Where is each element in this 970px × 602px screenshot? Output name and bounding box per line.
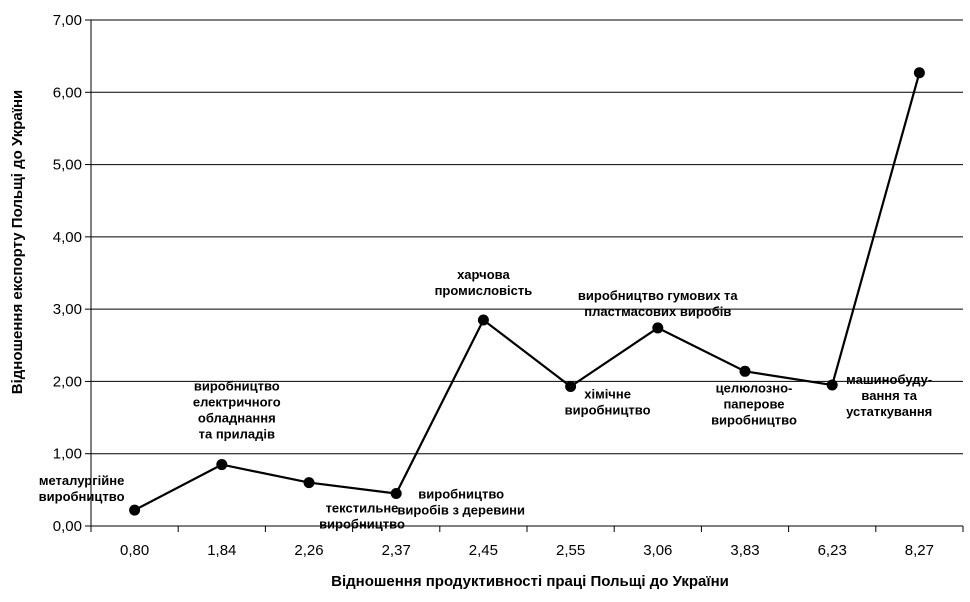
y-tick-label: 2,00: [53, 373, 82, 390]
series-line: [134, 72, 921, 512]
point-label: виробництво електричного обладнання та прил…: [193, 379, 281, 442]
point-label: виробництво виробів з деревини: [397, 486, 525, 517]
x-tick-label: 2,45: [469, 542, 498, 559]
x-tick-label: 6,23: [818, 542, 847, 559]
data-point: [739, 365, 751, 377]
data-point: [477, 314, 489, 326]
point-annotations: металургійне виробництво виробництво електр…: [39, 267, 933, 532]
y-tick-label: 6,00: [53, 84, 82, 101]
series-polyline: [134, 72, 921, 512]
y-tick-labels: 0,00 1,00 2,00 3,00 4,00 5,00 6,00 7,00: [53, 12, 82, 535]
data-point: [913, 67, 925, 79]
y-tick-label: 4,00: [53, 229, 82, 246]
point-label: целюлозно-паперове виробництво: [711, 380, 797, 427]
data-point: [652, 322, 664, 334]
data-point: [129, 504, 141, 516]
y-tick-label: 5,00: [53, 157, 82, 174]
point-label: машинобуду-вання та устаткування: [846, 372, 932, 419]
x-tick-label: 0,80: [120, 542, 149, 559]
point-label: виробництво гумових та пластмасових вироб…: [578, 288, 739, 319]
x-axis-title: Відношення продуктивності праці Польщі д…: [331, 573, 729, 590]
point-label: металургійне виробництво: [39, 473, 125, 504]
x-tick-label: 8,27: [905, 542, 934, 559]
data-points: [129, 67, 925, 516]
axes: [85, 19, 964, 532]
point-label: хімічне виробництво: [565, 386, 651, 417]
x-tick-label: 3,06: [643, 542, 672, 559]
point-label: текстильне виробництво: [319, 501, 405, 532]
x-tick-label: 3,83: [730, 542, 759, 559]
y-tick-label: 0,00: [53, 518, 82, 535]
data-point: [565, 380, 577, 392]
y-tick-label: 1,00: [53, 446, 82, 463]
data-point: [303, 477, 315, 489]
gridlines: [91, 19, 963, 455]
x-tick-label: 2,37: [382, 542, 411, 559]
y-tick-label: 7,00: [53, 12, 82, 29]
point-label: харчова промисловість: [435, 267, 533, 298]
x-tick-labels: 0,80 1,84 2,26 2,37 2,45 2,55 3,06 3,83 6,23 8,27: [120, 542, 934, 559]
data-point: [826, 379, 838, 391]
x-tick-label: 1,84: [207, 542, 236, 559]
data-point: [216, 459, 228, 471]
x-tick-label: 2,26: [294, 542, 323, 559]
data-point: [390, 487, 402, 499]
y-axis-title: Відношення експорту Польщі до України: [9, 90, 26, 394]
x-tick-label: 2,55: [556, 542, 585, 559]
y-tick-label: 3,00: [53, 301, 82, 318]
